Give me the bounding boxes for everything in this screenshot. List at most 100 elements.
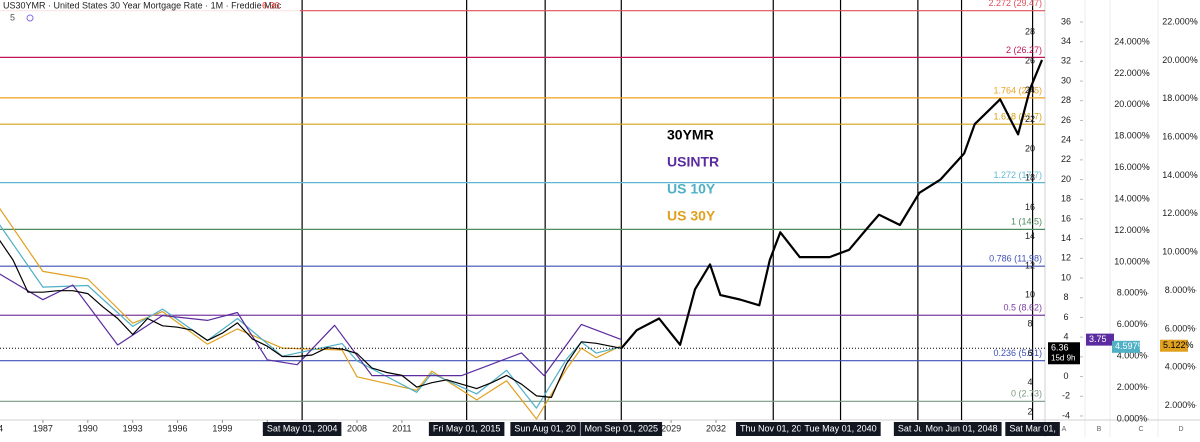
last-value-label: 6.36 <box>1051 343 1069 353</box>
y-tick-label: 24 <box>1061 135 1071 145</box>
last-value-box <box>1160 339 1188 352</box>
date-label-text: Sat Jul 01 <box>898 423 938 433</box>
series-line <box>0 239 622 398</box>
y-tick-label: 10 <box>1025 289 1035 299</box>
scale-name: B <box>1097 426 1102 433</box>
date-label-bg <box>800 422 881 436</box>
date-label: Sun Aug 01, 20 <box>510 422 580 436</box>
date-label-bg <box>735 422 811 436</box>
y-tick-label: 20 <box>1025 143 1035 153</box>
chart-title: US30YMR · United States 30 Year Mortgage… <box>3 0 282 10</box>
date-label-bg <box>510 422 580 436</box>
y-tick-label: 14 <box>1061 233 1071 243</box>
y-tick-label: 22.000% <box>1114 68 1150 78</box>
date-label-bg <box>262 422 342 436</box>
date-label: Sat Mar 01, <box>1005 422 1060 436</box>
x-tick-label: 1996 <box>168 423 188 433</box>
date-label-bg <box>580 422 663 436</box>
y-tick-label: 30 <box>1061 75 1071 85</box>
y-tick-label: 14.000% <box>1114 193 1150 203</box>
y-tick-label: 10.000% <box>1114 256 1150 266</box>
y-tick-label: 20.000% <box>1162 55 1198 65</box>
y-tick-label: 26 <box>1025 56 1035 66</box>
fib-label: 1.618 (21.7) <box>993 112 1042 122</box>
y-tick-label: 36 <box>1061 16 1071 26</box>
date-label-text: Sat Mar 01, <box>1009 423 1056 433</box>
y-tick-label: 16 <box>1061 213 1071 223</box>
x-tick-label: 1990 <box>78 423 98 433</box>
y-tick-label: 22 <box>1061 154 1071 164</box>
header-bg <box>0 0 300 24</box>
last-value-label: 4.597% <box>1115 341 1146 351</box>
y-tick-label: 0 <box>1063 371 1068 381</box>
y-tick-label: 8 <box>1063 292 1068 302</box>
date-label-text: Sun Aug 01, 20 <box>514 423 576 433</box>
y-tick-label: 18 <box>1061 194 1071 204</box>
y-tick-label: 0.000% <box>1117 413 1148 423</box>
y-tick-label: 32 <box>1061 56 1071 66</box>
y-tick-label: 6.000% <box>1165 323 1196 333</box>
icon[interactable] <box>26 14 34 22</box>
projection-line <box>620 59 1044 350</box>
y-tick-label: 16.000% <box>1162 131 1198 141</box>
scale-name: A <box>1062 426 1067 433</box>
date-label-text: Thu Nov 01, 203 <box>740 423 807 433</box>
date-label-text: Mon Jun 01, 2048 <box>926 423 998 433</box>
date-label-bg <box>921 422 1002 436</box>
scale-name: D <box>1178 426 1183 433</box>
y-tick-label: 4 <box>1027 377 1032 387</box>
series-line <box>0 273 622 377</box>
y-tick-label: 6 <box>1027 348 1032 358</box>
fib-label: 2 (26.27) <box>1006 45 1042 55</box>
x-tick-label: 84 <box>0 423 3 433</box>
y-tick-label: 22 <box>1025 114 1035 124</box>
scale-name: C <box>1138 426 1143 433</box>
y-tick-label: 10 <box>1061 272 1071 282</box>
y-tick-label: 8.000% <box>1117 288 1148 298</box>
legend-entry: US 30Y <box>667 208 716 224</box>
x-tick-label: 2029 <box>661 423 681 433</box>
fib-label: 1.272 (17.7) <box>993 170 1042 180</box>
y-tick-label: 12.000% <box>1162 208 1198 218</box>
y-tick-label: 2 <box>1027 406 1032 416</box>
y-tick-label: 34 <box>1061 36 1071 46</box>
y-tick-label: 4 <box>1063 332 1068 342</box>
x-tick-label: 2032 <box>706 423 726 433</box>
last-value-box <box>1112 340 1140 353</box>
y-tick-label: 12 <box>1061 253 1071 263</box>
fib-label: 2.272 (29.47) <box>988 0 1042 8</box>
y-tick-label: 24 <box>1025 85 1035 95</box>
y-tick-label: 20.000% <box>1114 99 1150 109</box>
y-tick-label: 14.000% <box>1162 170 1198 180</box>
x-tick-label: 1993 <box>123 423 143 433</box>
y-tick-label: 8 <box>1027 319 1032 329</box>
series-line <box>0 224 622 409</box>
date-label-text: Sat May 01, 2004 <box>267 423 338 433</box>
legend-entry: 30YMR <box>667 127 714 143</box>
y-tick-label: 28 <box>1025 27 1035 37</box>
last-value-label: 3.75 <box>1089 334 1107 344</box>
date-label-bg <box>1005 422 1060 436</box>
y-tick-label: 2.000% <box>1117 382 1148 392</box>
fib-label: 0.236 (5.51) <box>993 348 1042 358</box>
legend-entry: USINTR <box>667 154 719 170</box>
last-value-box <box>1048 342 1080 365</box>
last-value-label: 5.122% <box>1163 340 1194 350</box>
y-tick-label: 8.000% <box>1165 285 1196 295</box>
y-tick-label: 20 <box>1061 174 1071 184</box>
y-tick-label: 22.000% <box>1162 16 1198 26</box>
y-tick-label: 28 <box>1061 95 1071 105</box>
y-tick-label: 12.000% <box>1114 225 1150 235</box>
legend-entry: US 10Y <box>667 181 716 197</box>
y-tick-label: 16 <box>1025 202 1035 212</box>
countdown-label: 15d 9h <box>1051 353 1075 362</box>
y-tick-label: 18.000% <box>1114 131 1150 141</box>
y-tick-label: 4.000% <box>1165 362 1196 372</box>
y-tick-label: 10.000% <box>1162 247 1198 257</box>
fib-label: 0 (2.73) <box>1011 389 1042 399</box>
date-label: Tue May 01, 2040 <box>800 422 881 436</box>
date-label: Mon Sep 01, 2025 <box>580 422 663 436</box>
